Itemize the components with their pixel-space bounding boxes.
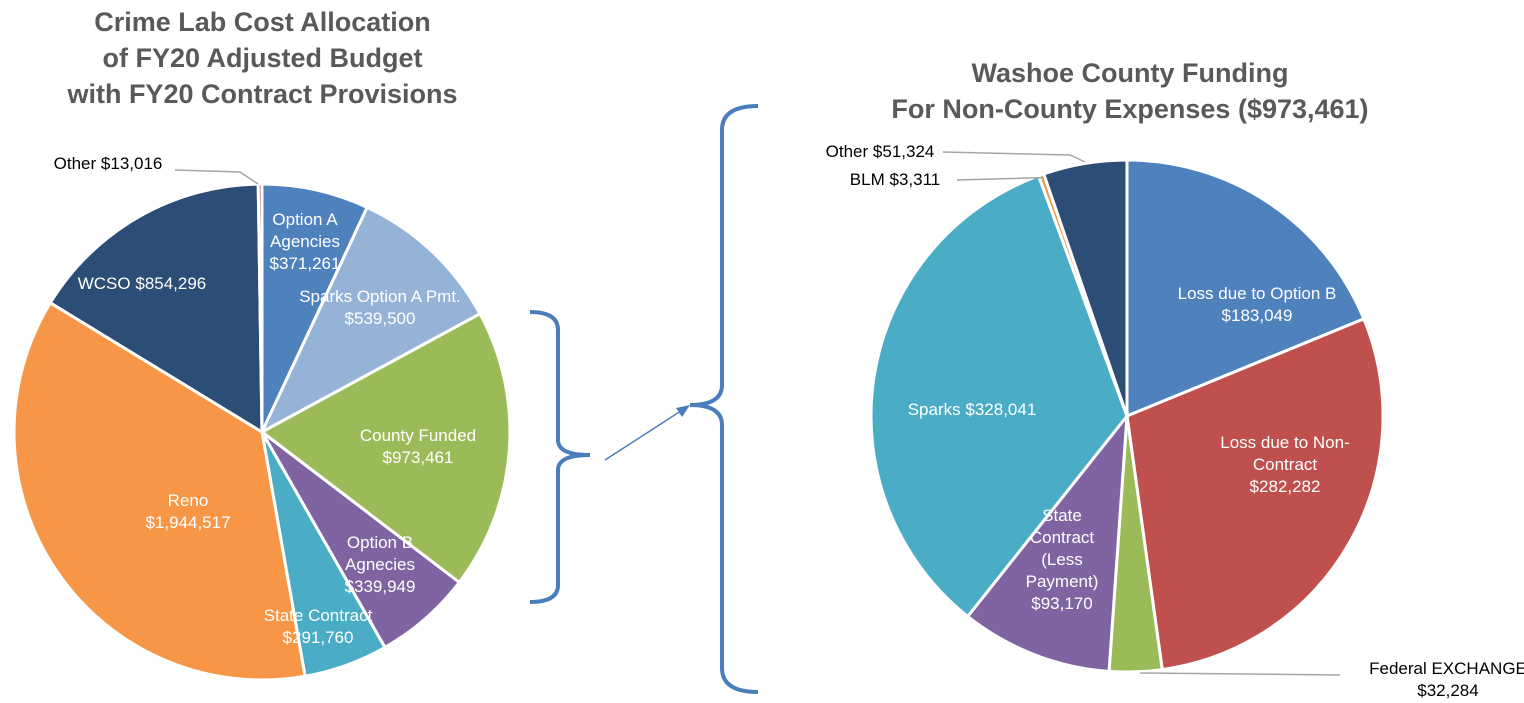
- pie-slice: [48, 182, 264, 435]
- title-line: For Non-County Expenses ($973,461): [891, 94, 1369, 124]
- title-line: Crime Lab Cost Allocation: [94, 7, 431, 37]
- pie-slice: [869, 173, 1129, 619]
- bracket: [689, 104, 759, 694]
- value-label: $854,296: [135, 274, 207, 293]
- category-label: Sparks: [907, 400, 961, 419]
- category-label: Other: [825, 142, 869, 161]
- data-label: BLM $3,311: [815, 169, 975, 191]
- value-label: $183,049: [1221, 306, 1293, 325]
- title-line: with FY20 Contract Provisions: [67, 79, 458, 109]
- chart-title: Crime Lab Cost Allocation of FY20 Adjuste…: [40, 4, 485, 112]
- data-label: Sparks Option A Pmt. $539,500: [295, 286, 465, 330]
- chart-title: Washoe County Funding For Non-County Expe…: [860, 55, 1400, 127]
- category-label: Option A Agencies: [270, 210, 340, 251]
- category-label: State Contract: [263, 606, 373, 625]
- value-label: $93,170: [1031, 594, 1093, 613]
- data-label: WCSO $854,296: [32, 273, 252, 295]
- data-label: Other $13,016: [8, 153, 208, 175]
- leader-line: [942, 151, 1086, 163]
- leader-line: [1139, 672, 1341, 676]
- value-label: $973,461: [382, 448, 454, 467]
- pie-slice: [1125, 316, 1385, 672]
- pie-slice: [965, 411, 1129, 673]
- value-label: $3,311: [889, 170, 941, 189]
- arrow-head: [676, 405, 690, 417]
- data-label: Other $51,324: [800, 141, 960, 163]
- pie-slice: [1125, 158, 1366, 419]
- data-label: County Funded $973,461: [338, 425, 498, 469]
- data-label: Sparks $328,041: [867, 399, 1077, 421]
- data-label: Federal EXCHANGE $32,284: [1348, 658, 1524, 702]
- pie-slice: [258, 205, 483, 436]
- value-label: $328,041: [965, 400, 1037, 419]
- value-label: $282,282: [1249, 477, 1321, 496]
- pie-slice: [260, 182, 370, 433]
- data-label: Loss due to Option B $183,049: [1157, 283, 1357, 327]
- data-label: State Contract (Less Payment) $93,170: [1020, 505, 1105, 615]
- pie-slice: [12, 300, 307, 682]
- category-label: State Contract (Less Payment): [1025, 506, 1099, 591]
- category-label: BLM: [849, 170, 885, 189]
- pie-slice: [256, 182, 264, 433]
- data-label: State Contract $291,760: [248, 605, 388, 649]
- title-line: of FY20 Adjusted Budget: [102, 43, 423, 73]
- value-label: $371,261: [269, 254, 341, 273]
- category-label: Other: [53, 154, 97, 173]
- value-label: $339,949: [344, 577, 416, 596]
- title-line: Washoe County Funding: [971, 58, 1289, 88]
- category-label: Sparks Option A Pmt.: [299, 287, 461, 306]
- value-label: $539,500: [344, 309, 416, 328]
- category-label: Reno: [167, 491, 209, 510]
- arrow: [604, 408, 685, 461]
- category-label: County Funded: [359, 426, 477, 445]
- value-label: $32,284: [1417, 681, 1479, 700]
- data-label: Loss due to Non-Contract $282,282: [1200, 432, 1370, 498]
- bracket: [529, 310, 591, 604]
- category-label: WCSO: [77, 274, 131, 293]
- value-label: $51,324: [872, 142, 935, 161]
- category-label: Federal EXCHANGE: [1369, 659, 1524, 678]
- data-label: Option A Agencies $371,261: [258, 209, 353, 275]
- value-label: $1,944,517: [145, 513, 231, 532]
- value-label: $13,016: [100, 154, 163, 173]
- leader-line: [174, 169, 259, 185]
- data-label: Reno $1,944,517: [118, 490, 258, 534]
- category-label: Loss due to Option B: [1177, 284, 1337, 303]
- category-label: Loss due to Non-Contract: [1220, 433, 1350, 474]
- pie-slice: [1041, 158, 1129, 417]
- value-label: $291,760: [282, 628, 354, 647]
- category-label: Option B Agnecies: [345, 533, 415, 574]
- pie-slice: [259, 311, 512, 585]
- data-label: Option B Agnecies $339,949: [333, 532, 428, 598]
